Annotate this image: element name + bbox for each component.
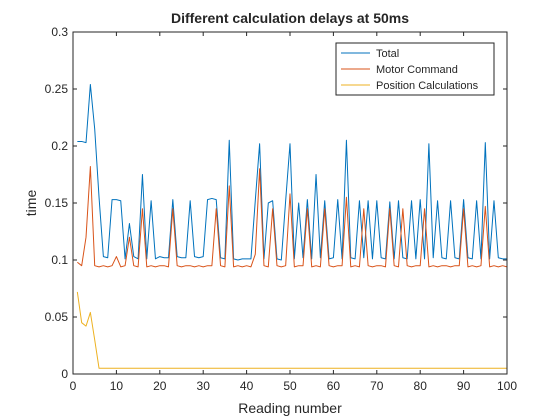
x-tick-label: 50 bbox=[283, 379, 297, 393]
x-axis-ticks: 0 10 20 30 40 50 60 70 80 90 100 bbox=[70, 32, 517, 393]
legend-label: Position Calculations bbox=[376, 80, 479, 92]
x-tick-label: 40 bbox=[240, 379, 254, 393]
legend-label: Total bbox=[376, 48, 399, 60]
x-tick-label: 60 bbox=[327, 379, 341, 393]
y-axis-ticks: 0 0.05 0.1 0.15 0.2 0.25 0.3 bbox=[45, 25, 507, 381]
series-line-2 bbox=[77, 166, 508, 268]
x-tick-label: 10 bbox=[110, 379, 124, 393]
y-axis-label: time bbox=[23, 190, 39, 217]
y-tick-label: 0.05 bbox=[45, 310, 69, 324]
y-tick-label: 0.3 bbox=[51, 25, 68, 39]
y-tick-label: 0.15 bbox=[45, 196, 69, 210]
x-tick-label: 0 bbox=[70, 379, 77, 393]
x-tick-label: 70 bbox=[370, 379, 384, 393]
x-tick-label: 20 bbox=[153, 379, 167, 393]
x-axis-label: Reading number bbox=[238, 400, 342, 416]
legend: Total Motor Command Position Calculations bbox=[335, 42, 495, 96]
chart-title: Different calculation delays at 50ms bbox=[171, 10, 409, 26]
series-line-1 bbox=[77, 83, 507, 261]
x-tick-label: 90 bbox=[457, 379, 471, 393]
y-tick-label: 0.2 bbox=[51, 139, 68, 153]
y-tick-label: 0.25 bbox=[45, 82, 69, 96]
series-layer bbox=[76, 83, 508, 369]
x-tick-label: 30 bbox=[197, 379, 211, 393]
y-tick-label: 0.1 bbox=[51, 253, 68, 267]
legend-label: Motor Command bbox=[376, 64, 458, 76]
x-tick-label: 100 bbox=[497, 379, 517, 393]
y-tick-label: 0 bbox=[61, 367, 68, 381]
series-line-3 bbox=[76, 291, 507, 369]
x-tick-label: 80 bbox=[414, 379, 428, 393]
